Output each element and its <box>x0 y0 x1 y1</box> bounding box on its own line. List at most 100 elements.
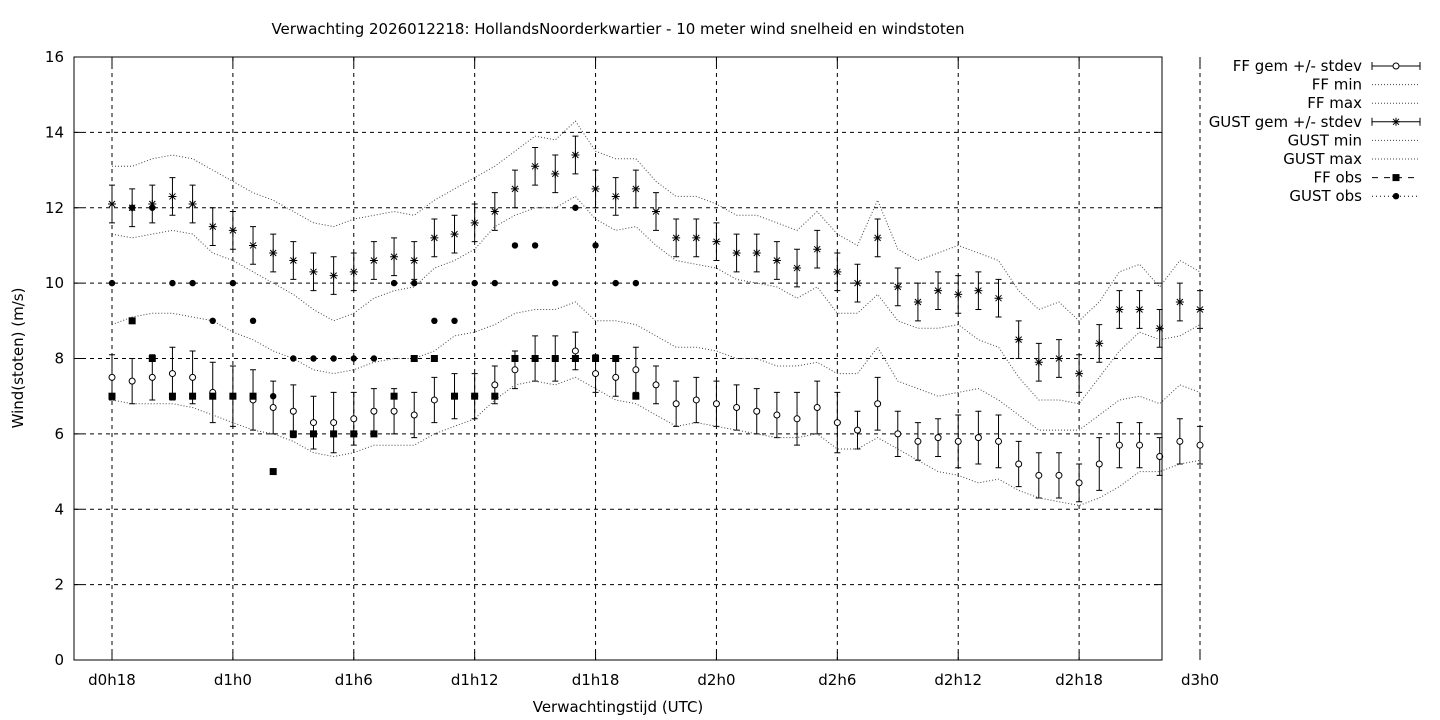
data-point <box>390 392 398 400</box>
x-tick-label: d3h0 <box>1181 671 1219 689</box>
data-point <box>1095 339 1104 348</box>
data-point <box>914 437 922 445</box>
data-point <box>128 204 136 211</box>
data-point <box>189 279 196 287</box>
data-point <box>672 233 681 242</box>
data-point <box>108 392 116 400</box>
data-point <box>491 392 499 400</box>
legend-marker <box>1392 193 1400 200</box>
data-point <box>289 430 297 438</box>
data-point <box>994 294 1003 303</box>
y-tick-label: 2 <box>54 576 64 594</box>
data-point <box>1155 324 1164 333</box>
data-point <box>390 252 399 261</box>
data-point <box>813 245 822 254</box>
legend-label: FF gem +/- stdev <box>1233 57 1362 75</box>
data-point <box>853 426 861 434</box>
data-point <box>128 317 136 325</box>
legend-label: GUST gem +/- stdev <box>1209 113 1362 131</box>
data-point <box>169 279 176 287</box>
series-ff-obs <box>108 317 640 476</box>
data-point <box>712 400 720 408</box>
data-point <box>330 419 338 427</box>
data-point <box>1015 460 1023 468</box>
data-point <box>571 347 579 355</box>
data-point <box>511 355 519 362</box>
data-point <box>349 267 358 276</box>
data-point <box>229 392 237 400</box>
data-point <box>552 279 559 287</box>
data-point <box>430 233 439 242</box>
legend-label: GUST obs <box>1289 187 1362 205</box>
data-point <box>410 256 419 265</box>
data-point <box>612 373 620 381</box>
data-point <box>1175 297 1184 306</box>
data-point <box>934 434 942 442</box>
data-point <box>491 279 499 287</box>
data-point <box>269 468 277 476</box>
data-point <box>471 392 479 400</box>
data-point <box>712 237 721 246</box>
data-point <box>632 279 640 287</box>
data-point <box>148 199 157 208</box>
y-tick-label: 16 <box>45 48 64 66</box>
legend-label: FF obs <box>1313 169 1362 187</box>
data-point <box>954 437 962 445</box>
y-tick-label: 12 <box>45 199 64 217</box>
data-point <box>370 355 378 362</box>
data-point <box>913 297 922 306</box>
data-point <box>531 162 540 171</box>
data-point <box>451 317 458 325</box>
data-point <box>149 204 156 211</box>
y-tick-label: 14 <box>45 123 64 141</box>
grid-lines <box>74 57 1201 660</box>
data-point <box>490 207 499 216</box>
data-point <box>652 381 660 389</box>
data-point <box>692 233 701 242</box>
data-point <box>1115 305 1124 314</box>
data-point <box>753 407 761 415</box>
data-point <box>592 370 600 378</box>
data-point <box>1196 441 1204 449</box>
data-point <box>390 279 398 287</box>
data-point <box>229 279 237 287</box>
data-point <box>894 430 902 438</box>
data-point <box>1054 354 1063 363</box>
data-point <box>410 355 418 362</box>
y-axis-label: Wind(stoten) (m/s) <box>9 288 27 429</box>
data-point <box>369 256 378 265</box>
data-point <box>269 392 277 400</box>
data-point <box>692 396 700 404</box>
y-tick-label: 8 <box>54 350 64 368</box>
data-point <box>330 430 338 438</box>
data-point <box>188 199 197 208</box>
data-point <box>289 407 297 415</box>
data-point <box>491 381 499 389</box>
data-point <box>632 366 640 374</box>
series-gust-obs <box>108 204 640 400</box>
data-point <box>108 373 116 381</box>
data-point <box>1136 441 1144 449</box>
data-point <box>249 317 257 325</box>
legend-marker <box>1392 174 1400 182</box>
data-point <box>390 407 398 415</box>
data-point <box>773 411 781 419</box>
data-point <box>450 230 459 239</box>
data-point <box>168 370 176 378</box>
data-point <box>1176 437 1184 445</box>
plot-frame <box>73 56 1163 661</box>
data-point <box>1075 479 1083 487</box>
x-tick-label: d1h12 <box>451 671 499 689</box>
data-point <box>511 366 519 374</box>
series-gust-max <box>112 120 1201 322</box>
data-point <box>310 355 317 362</box>
legend-label: GUST max <box>1283 150 1362 168</box>
data-point <box>1115 441 1123 449</box>
data-point <box>793 415 801 423</box>
data-point <box>108 199 116 208</box>
chart-series <box>108 120 1204 507</box>
data-point <box>510 184 519 193</box>
x-tick-label: d2h18 <box>1055 671 1103 689</box>
x-axis-ticks: d0h18 d1h0 d1h6 d1h12 d1h18 d2h0 d2h6 d2h12 d2h1… <box>88 57 1219 689</box>
